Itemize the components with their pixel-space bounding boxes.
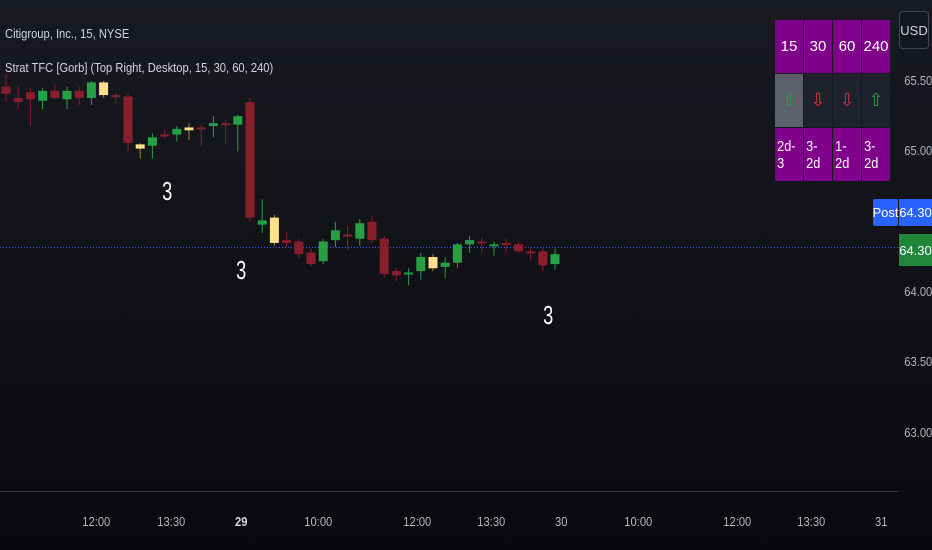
tfc-direction-row: ⇧ ⇩ ⇩ ⇧ [775, 74, 891, 128]
tfc-timeframe-15: 15 [775, 20, 803, 73]
candle-body [282, 240, 292, 243]
candle-body [489, 244, 499, 247]
price-tick-label: 64.00 [904, 284, 932, 299]
candle-body [501, 242, 511, 245]
candle-body [221, 123, 231, 126]
last-price-badge: 64.30 [899, 234, 932, 266]
candle-body [25, 92, 35, 100]
time-tick-label: 10:00 [624, 514, 653, 529]
arrow-down-icon: ⇩ [810, 90, 826, 110]
time-tick-label: 13:30 [157, 514, 186, 529]
candle-body [477, 241, 487, 244]
time-tick-label: 12:00 [82, 514, 111, 529]
time-tick-label: 30 [555, 514, 568, 529]
candle-body [38, 90, 48, 101]
symbol-legend[interactable]: Citigroup, Inc., 15, NYSE [5, 26, 130, 41]
candles-group [1, 73, 560, 286]
time-tick-label: 31 [875, 514, 888, 529]
candle-body [379, 238, 389, 274]
tfc-table: 15 30 60 240 ⇧ ⇩ ⇩ ⇧ 2d-3 3-2d 1-2d 3-2d [775, 20, 891, 182]
candle-body [147, 137, 157, 146]
indicator-legend[interactable]: Strat TFC [Gorb] (Top Right, Desktop, 15… [5, 60, 274, 75]
time-tick-label: 13:30 [477, 514, 506, 529]
candle-body [196, 127, 206, 130]
candle-body [269, 217, 279, 243]
strat-marker: 3 [236, 255, 247, 285]
candle-body [330, 230, 340, 241]
candle-body [538, 251, 548, 266]
candle-body [123, 96, 133, 143]
candle-body [367, 221, 377, 241]
candle-body [1, 86, 11, 94]
candle-body [391, 271, 401, 276]
tfc-direction-15: ⇧ [775, 74, 803, 127]
time-tick-label: 12:00 [723, 514, 752, 529]
candle-body [160, 134, 170, 137]
candle-body [172, 128, 182, 135]
time-tick-label: 13:30 [797, 514, 826, 529]
strat-marker: 3 [543, 300, 554, 330]
candle-body [318, 241, 328, 262]
candle-body [513, 244, 523, 252]
tfc-timeframe-240: 240 [862, 20, 890, 73]
currency-button[interactable]: USD [899, 11, 929, 49]
time-tick-label: 29 [235, 514, 248, 529]
tfc-scenario-15: 2d-3 [775, 128, 803, 181]
tfc-direction-30: ⇩ [804, 74, 832, 127]
candle-body [428, 257, 438, 269]
candle-body [86, 82, 96, 98]
post-market-price: 64.30 [899, 199, 932, 226]
candle-body [257, 220, 267, 225]
candle-body [550, 254, 560, 265]
post-market-badge: Post [873, 199, 899, 226]
tfc-scenario-60: 1-2d [833, 128, 861, 181]
time-tick-label: 10:00 [304, 514, 333, 529]
candle-body [111, 95, 121, 98]
candle-body [452, 244, 462, 263]
time-tick-label: 12:00 [403, 514, 432, 529]
tfc-label-row: 2d-3 3-2d 1-2d 3-2d [775, 128, 891, 182]
tfc-timeframe-30: 30 [804, 20, 832, 73]
price-tick-label: 65.00 [904, 143, 932, 158]
candle-body [50, 90, 60, 98]
candle-body [99, 82, 109, 96]
candle-body [416, 257, 426, 272]
candle-body [465, 240, 475, 245]
candle-body [13, 97, 23, 103]
candle-body [526, 251, 536, 254]
tfc-timeframe-60: 60 [833, 20, 861, 73]
arrow-up-icon: ⇧ [781, 90, 797, 110]
candle-body [74, 90, 84, 98]
strat-marker: 3 [162, 176, 173, 206]
candle-body [306, 252, 316, 265]
candle-body [404, 272, 414, 275]
arrow-up-icon: ⇧ [868, 90, 884, 110]
tfc-scenario-240: 3-2d [862, 128, 890, 181]
price-tick-label: 65.50 [904, 73, 932, 88]
candle-body [355, 223, 365, 239]
candle-body [135, 144, 145, 149]
candle-body [343, 234, 353, 237]
tfc-scenario-30: 3-2d [804, 128, 832, 181]
candle-body [208, 123, 218, 127]
arrow-down-icon: ⇩ [839, 90, 855, 110]
price-tick-label: 63.50 [904, 354, 932, 369]
candle-body [294, 241, 304, 255]
price-tick-label: 63.00 [904, 425, 932, 440]
candle-body [440, 262, 450, 267]
tfc-header-row: 15 30 60 240 [775, 20, 891, 74]
candle-body [233, 116, 243, 125]
candle-body [184, 127, 194, 131]
candle-body [62, 90, 72, 100]
tfc-direction-240: ⇧ [862, 74, 890, 127]
tfc-direction-60: ⇩ [833, 74, 861, 127]
candle-body [245, 102, 255, 218]
